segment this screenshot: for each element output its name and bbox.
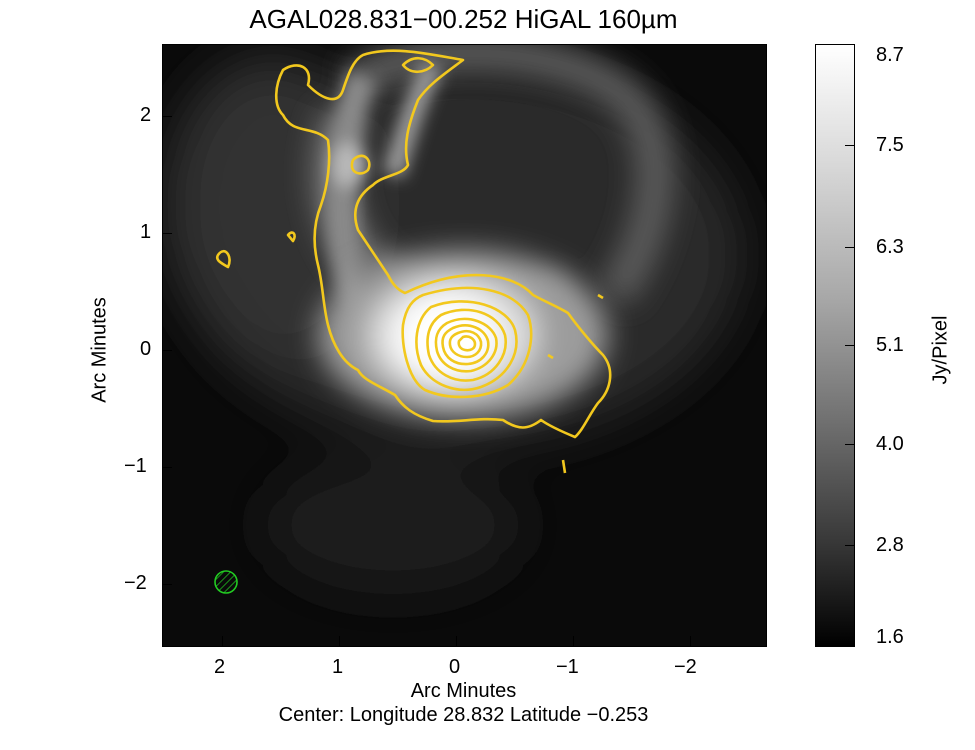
y-major-tick (162, 350, 172, 351)
colorbar-tick-label: 1.6 (876, 626, 904, 648)
colorbar-tick (845, 145, 855, 146)
x-axis-label: Arc Minutes (410, 680, 517, 702)
colorbar-tick-label: 8.7 (876, 44, 904, 66)
x-tick-label: −1 (556, 656, 579, 678)
contours (215, 49, 612, 474)
x-major-tick (456, 636, 457, 646)
contour-3 (415, 300, 518, 392)
y-tick-label: −2 (124, 572, 147, 594)
y-major-tick (162, 233, 172, 234)
x-major-tick (222, 636, 223, 646)
x-tick-label: −2 (674, 656, 697, 678)
y-tick-label: −1 (124, 455, 147, 477)
center-coordinates: Center: Longitude 28.832 Latitude −0.253 (278, 704, 649, 726)
x-major-tick (573, 636, 574, 646)
beam-marker (214, 570, 238, 594)
y-major-tick (162, 116, 172, 117)
colorbar-tick (845, 345, 855, 346)
colorbar-tick (845, 247, 855, 248)
colorbar-tick-label: 2.8 (876, 534, 904, 556)
y-major-tick (162, 467, 172, 468)
colorbar-tick-label: 7.5 (876, 134, 904, 156)
y-major-tick (162, 584, 172, 585)
colorbar-tick (845, 545, 855, 546)
colorbar-tick (845, 444, 855, 445)
x-tick-label: 1 (332, 656, 344, 678)
y-tick-label: 0 (140, 338, 152, 360)
y-axis-label: Arc Minutes (88, 297, 111, 403)
image-map (162, 44, 767, 647)
contour-2 (401, 286, 533, 399)
colorbar-tick-label: 6.3 (876, 236, 904, 258)
y-tick-label: 1 (140, 221, 152, 243)
colorbar-label: Jy/Pixel (929, 315, 952, 385)
colorbar-tick-label: 5.1 (876, 334, 904, 356)
x-tick-label: 2 (214, 656, 226, 678)
plot-title: AGAL028.831−00.252 HiGAL 160µm (249, 4, 678, 34)
y-tick-label: 2 (140, 104, 152, 126)
x-major-tick (690, 636, 691, 646)
contour-outer (274, 49, 612, 439)
colorbar-tick-label: 4.0 (876, 433, 904, 455)
x-tick-label: 0 (449, 656, 461, 678)
x-major-tick (339, 636, 340, 646)
